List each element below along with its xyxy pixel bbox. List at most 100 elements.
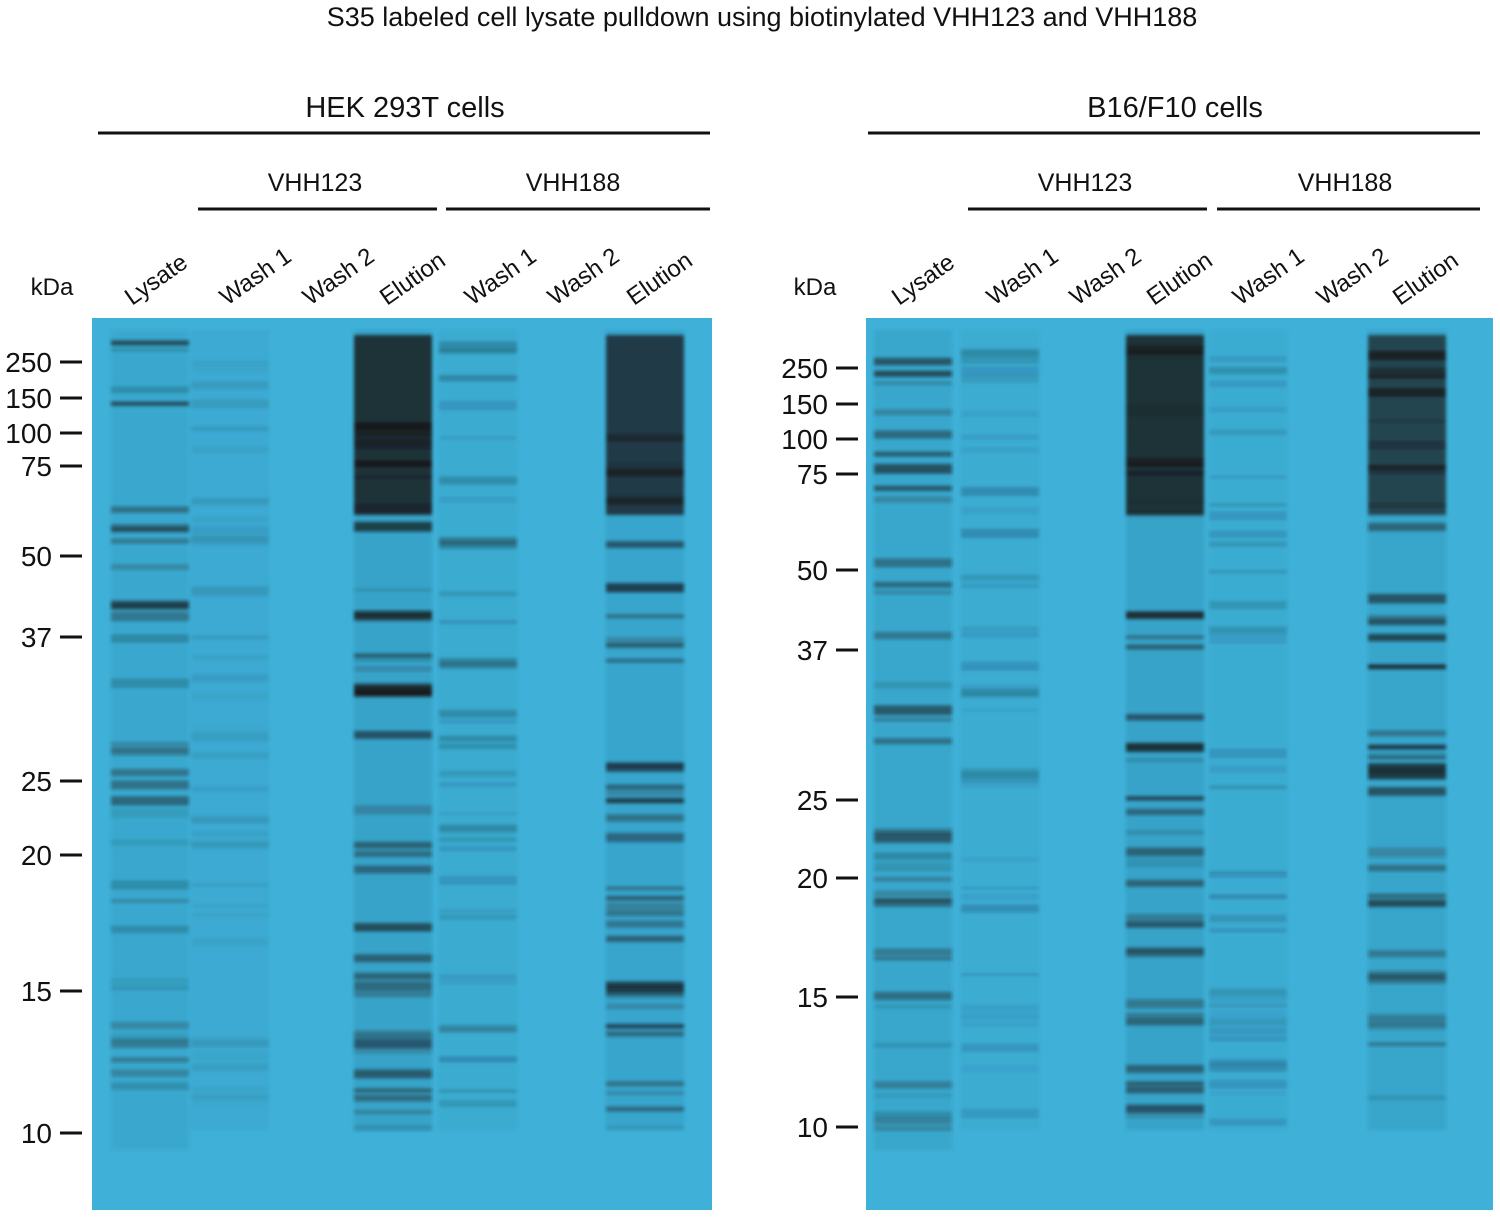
band: [191, 752, 269, 759]
band: [1126, 808, 1204, 816]
band: [1126, 457, 1204, 467]
band: [606, 1003, 684, 1009]
band: [354, 422, 432, 431]
band: [1126, 408, 1204, 417]
band: [111, 528, 189, 533]
band: [354, 689, 432, 697]
band: [111, 977, 189, 985]
band: [439, 847, 517, 852]
band: [439, 657, 517, 667]
band: [961, 665, 1039, 671]
band: [439, 540, 517, 550]
band: [961, 1065, 1039, 1073]
band: [111, 925, 189, 934]
band: [1368, 1022, 1446, 1030]
marker-label: 150: [5, 383, 52, 414]
band: [961, 583, 1039, 589]
band: [1368, 367, 1446, 373]
band: [191, 938, 269, 946]
band: [874, 485, 952, 492]
marker-label: 75: [797, 459, 828, 490]
band: [1126, 1104, 1204, 1114]
band: [874, 496, 952, 503]
band: [111, 899, 189, 903]
band: [1126, 758, 1204, 762]
band: [1209, 530, 1287, 538]
band: [961, 684, 1039, 694]
band: [1368, 440, 1446, 450]
band: [606, 497, 684, 505]
lane-haze: [606, 330, 684, 1130]
band: [1209, 1118, 1287, 1127]
band: [191, 516, 269, 523]
band: [1126, 644, 1204, 650]
band: [354, 1049, 432, 1054]
band: [111, 796, 189, 806]
group-label: VHH188: [526, 169, 621, 197]
marker-label: 15: [21, 976, 52, 1007]
band: [354, 805, 432, 815]
band: [874, 991, 952, 1001]
band: [439, 1099, 517, 1108]
band: [874, 1093, 952, 1098]
marker-label: 100: [5, 418, 52, 449]
band: [1126, 404, 1204, 408]
band: [1126, 1086, 1204, 1094]
band: [1368, 593, 1446, 604]
band: [961, 768, 1039, 775]
band: [1209, 1011, 1287, 1020]
band: [191, 532, 269, 543]
band: [961, 446, 1039, 453]
band: [961, 857, 1039, 862]
band: [874, 956, 952, 961]
band: [874, 1126, 952, 1131]
band: [1126, 922, 1204, 928]
band: [1209, 1030, 1287, 1037]
band: [874, 948, 952, 956]
band: [354, 653, 432, 662]
band: [1126, 948, 1204, 958]
band: [191, 381, 269, 390]
band: [354, 989, 432, 998]
band: [874, 631, 952, 640]
lane-label: Wash 1: [982, 243, 1063, 311]
band: [191, 369, 269, 373]
band: [1126, 879, 1204, 887]
band: [1126, 746, 1204, 753]
band: [191, 673, 269, 683]
band: [1368, 615, 1446, 619]
band: [874, 877, 952, 882]
lane-label: Wash 1: [460, 243, 541, 311]
band: [1209, 366, 1287, 375]
band: [354, 588, 432, 592]
band: [111, 538, 189, 544]
band: [354, 841, 432, 849]
band: [1126, 829, 1204, 836]
marker-label: 20: [797, 863, 828, 894]
band: [111, 601, 189, 610]
band: [1368, 847, 1446, 858]
band: [191, 883, 269, 887]
band: [1368, 618, 1446, 626]
band: [1209, 511, 1287, 521]
group-label: VHH123: [268, 169, 363, 197]
band: [191, 817, 269, 823]
band: [191, 913, 269, 917]
band: [439, 400, 517, 411]
band: [354, 432, 432, 436]
band: [1209, 1060, 1287, 1069]
band: [1368, 665, 1446, 670]
band: [439, 913, 517, 921]
band: [354, 1033, 432, 1039]
band: [874, 370, 952, 377]
band: [439, 770, 517, 777]
band: [1209, 380, 1287, 388]
lane-haze: [1368, 330, 1446, 1130]
marker-label: 150: [781, 389, 828, 420]
band: [961, 1013, 1039, 1020]
cell-line-label: B16/F10 cells: [1087, 92, 1263, 124]
band: [1209, 1019, 1287, 1027]
band: [354, 865, 432, 874]
band: [1126, 713, 1204, 721]
